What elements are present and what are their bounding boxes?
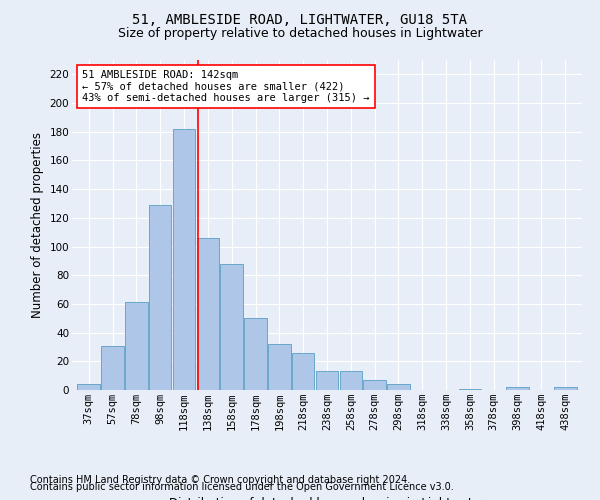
Text: Contains public sector information licensed under the Open Government Licence v3: Contains public sector information licen…	[30, 482, 454, 492]
Bar	[316, 372, 338, 390]
Y-axis label: Number of detached properties: Number of detached properties	[31, 132, 44, 318]
Bar	[387, 384, 410, 390]
X-axis label: Distribution of detached houses by size in Lightwater: Distribution of detached houses by size …	[169, 497, 485, 500]
Text: 51, AMBLESIDE ROAD, LIGHTWATER, GU18 5TA: 51, AMBLESIDE ROAD, LIGHTWATER, GU18 5TA	[133, 12, 467, 26]
Bar	[173, 129, 196, 390]
Bar	[506, 387, 529, 390]
Bar	[554, 387, 577, 390]
Bar	[268, 344, 290, 390]
Text: 51 AMBLESIDE ROAD: 142sqm
← 57% of detached houses are smaller (422)
43% of semi: 51 AMBLESIDE ROAD: 142sqm ← 57% of detac…	[82, 70, 370, 103]
Bar	[244, 318, 267, 390]
Text: Contains HM Land Registry data © Crown copyright and database right 2024.: Contains HM Land Registry data © Crown c…	[30, 475, 410, 485]
Text: Size of property relative to detached houses in Lightwater: Size of property relative to detached ho…	[118, 28, 482, 40]
Bar	[220, 264, 243, 390]
Bar	[292, 352, 314, 390]
Bar	[197, 238, 219, 390]
Bar	[364, 380, 386, 390]
Bar	[340, 372, 362, 390]
Bar	[458, 388, 481, 390]
Bar	[77, 384, 100, 390]
Bar	[101, 346, 124, 390]
Bar	[149, 205, 172, 390]
Bar	[125, 302, 148, 390]
